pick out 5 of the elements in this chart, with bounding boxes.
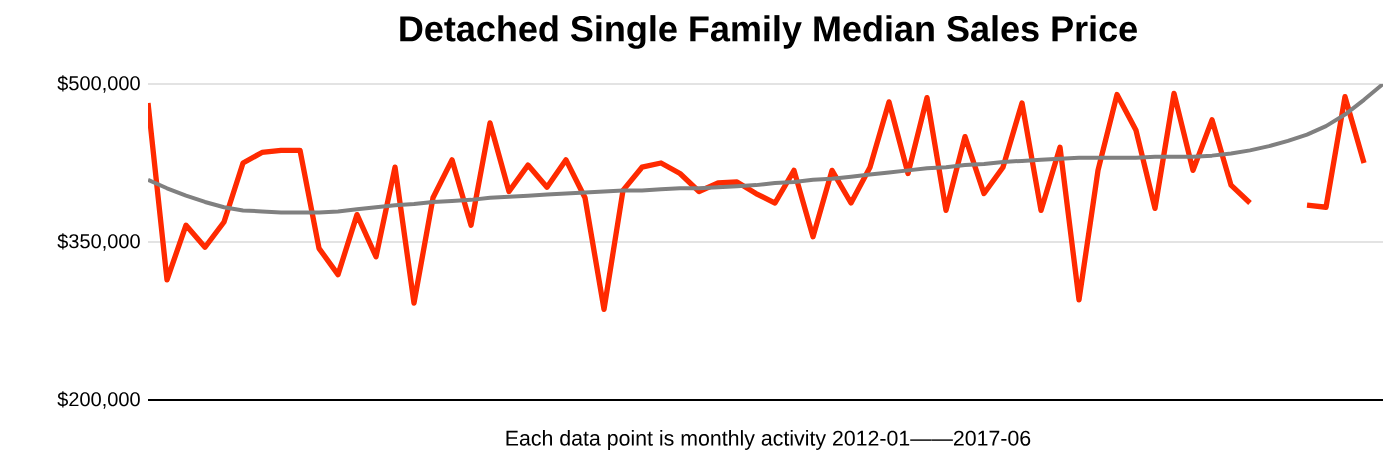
y-tick-label: $500,000: [57, 75, 140, 93]
x-axis-title: Each data point is monthly activity 2012-01——2017-06: [506, 430, 1031, 450]
y-tick-label: $350,000: [57, 233, 140, 251]
y-tick-label: $200,000: [57, 391, 140, 409]
chart-title: Detached Single Family Median Sales Price: [400, 15, 1137, 49]
